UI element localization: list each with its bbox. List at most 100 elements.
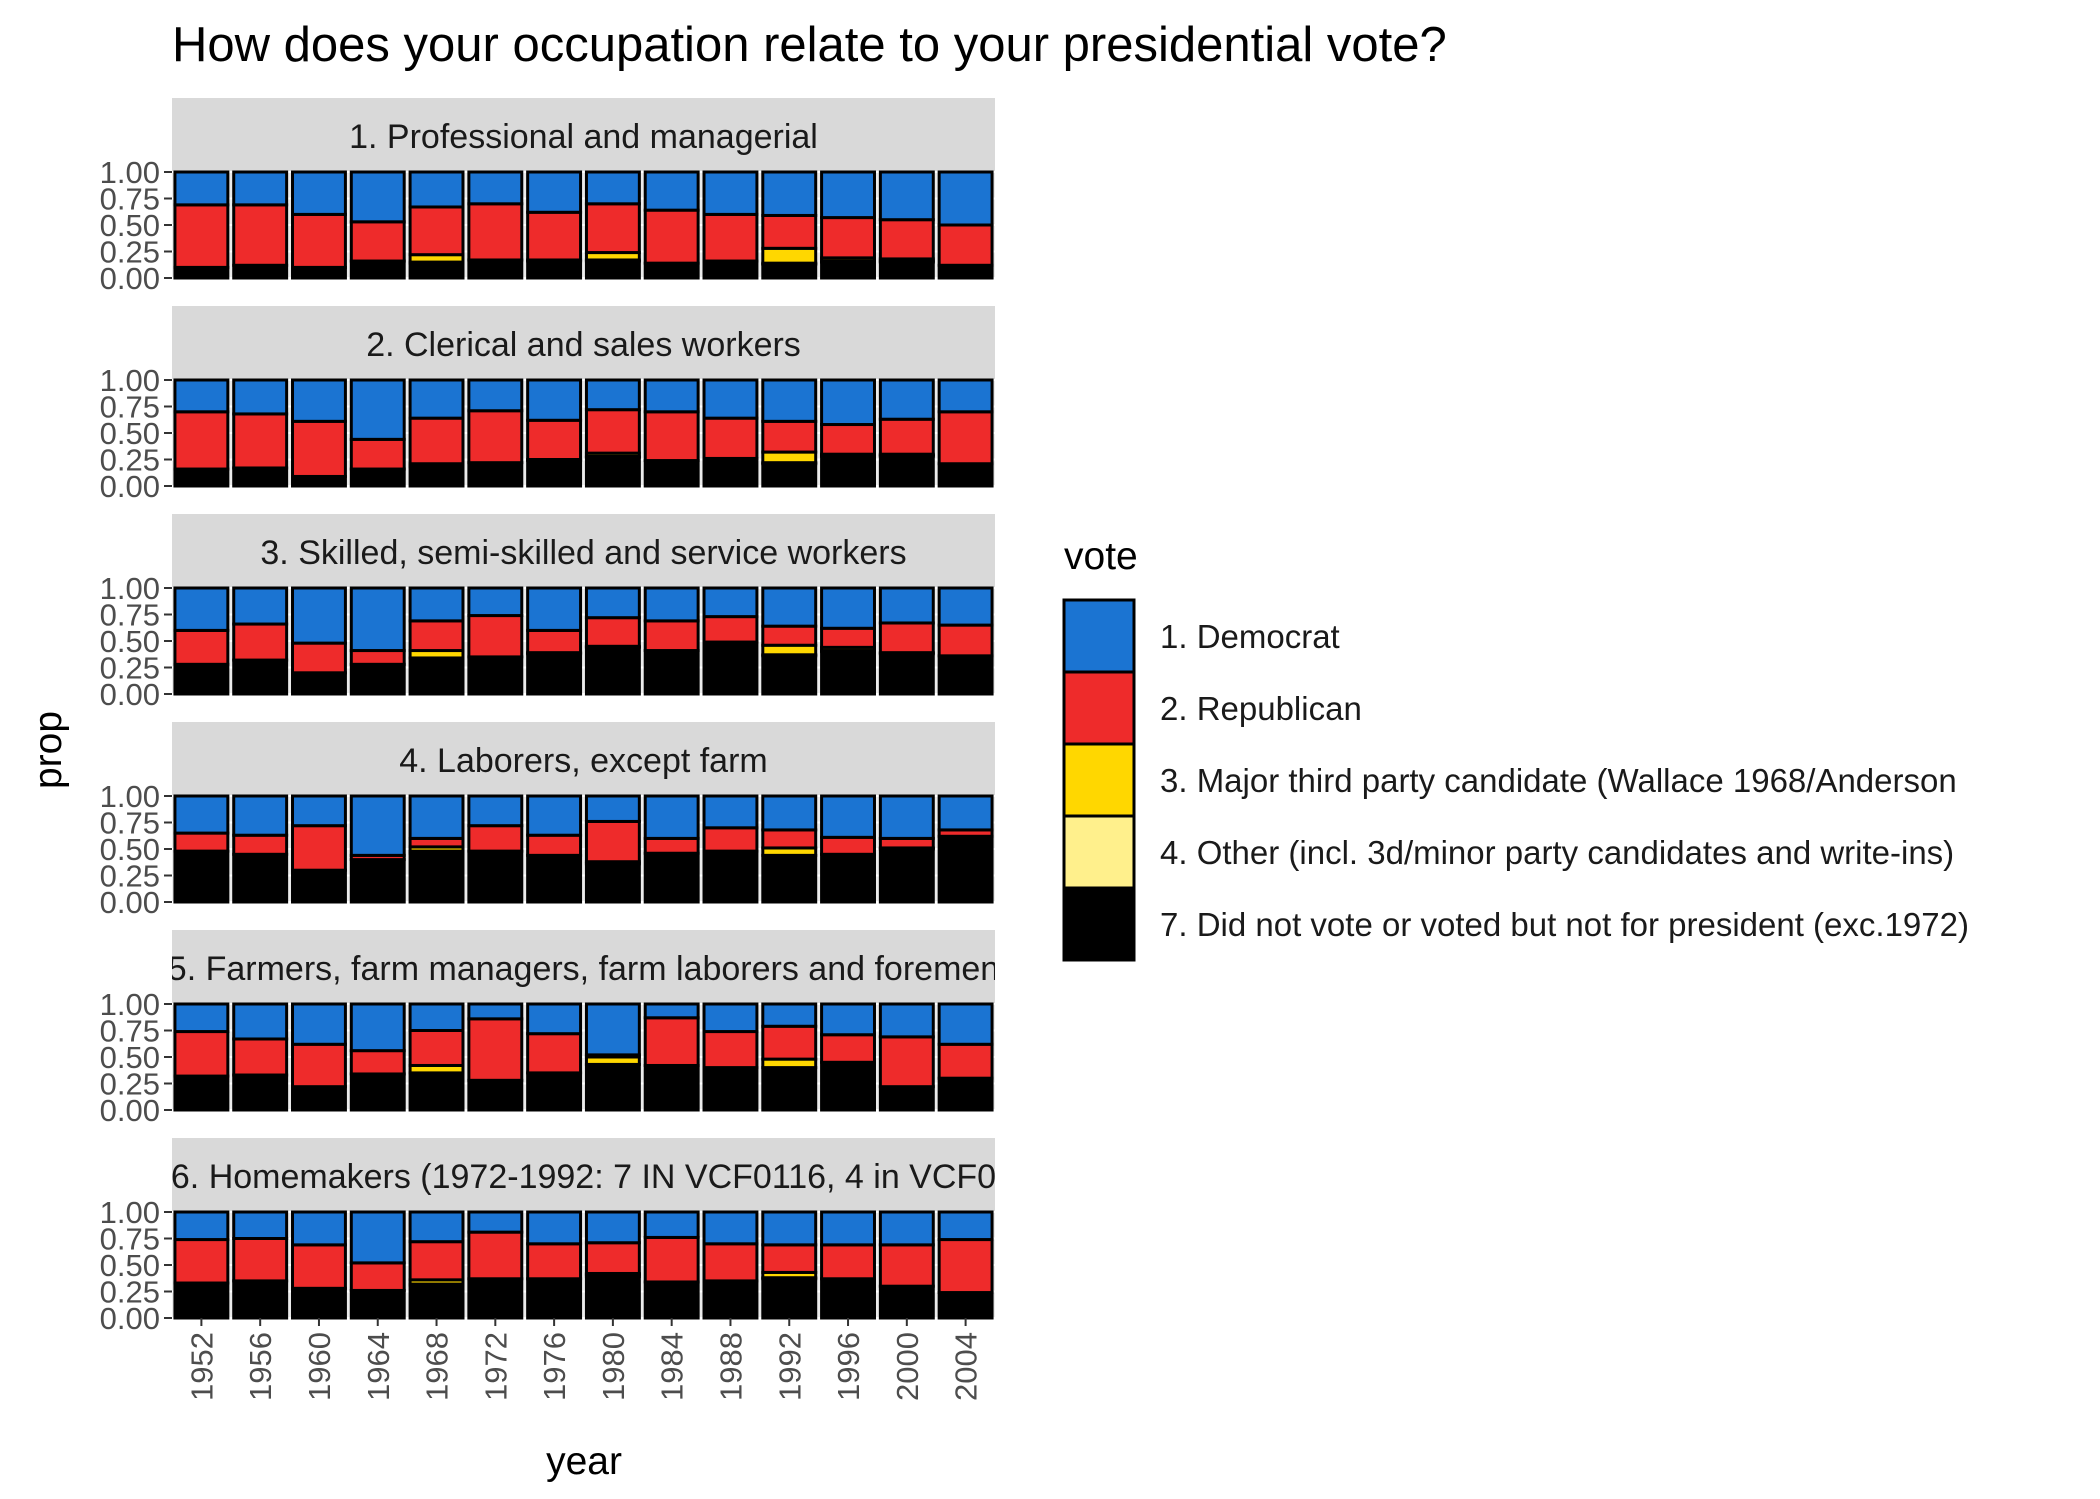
bar-segment <box>526 833 583 857</box>
bar-segment <box>173 378 230 414</box>
bar-segment <box>232 1237 289 1283</box>
y-tick-label: 0.25 <box>100 1067 160 1102</box>
bar-segment <box>173 1002 230 1034</box>
bar-segment <box>878 1085 935 1112</box>
legend: vote 1. Democrat 2. Republican 3. Major th… <box>1062 535 1969 962</box>
bar-segment <box>584 1275 641 1320</box>
bar-segment <box>467 258 524 280</box>
bar-segment <box>702 586 759 619</box>
bar-segment <box>232 1002 289 1041</box>
bar-segment <box>702 1210 759 1246</box>
y-tick-label: 1.00 <box>100 155 160 190</box>
x-tick-label: 1988 <box>713 1332 748 1401</box>
bar-segment <box>467 378 524 413</box>
bar-segment <box>349 170 406 224</box>
bar-segment <box>584 259 641 280</box>
bar-segment <box>467 1230 524 1281</box>
bar-segment <box>291 641 347 675</box>
bar-segment <box>291 1085 347 1112</box>
bar-segment <box>467 461 524 488</box>
bar-segment <box>526 1277 583 1320</box>
bar-segment <box>761 828 818 850</box>
bar-segment <box>878 218 935 261</box>
bar-segment <box>878 417 935 456</box>
bar-segment <box>291 868 347 904</box>
bar-segment <box>878 260 935 280</box>
facet-strip-label: 1. Professional and managerial <box>349 118 818 156</box>
bar-segment <box>526 652 583 696</box>
y-tick-label: 0.50 <box>100 208 160 243</box>
y-tick-label: 0.00 <box>100 677 160 712</box>
bar-segment <box>937 1076 994 1112</box>
bar-segment <box>173 410 230 471</box>
legend-key <box>1062 598 1136 674</box>
bar-segment <box>526 418 583 461</box>
bar-segment <box>820 835 876 856</box>
bar-segment <box>232 833 289 856</box>
bar-segment <box>584 378 641 412</box>
bar-segment <box>232 466 289 488</box>
bar-segment <box>467 1277 524 1320</box>
y-tick-label: 1.00 <box>100 1195 160 1230</box>
bar-segment <box>349 1261 406 1292</box>
bar-segment <box>349 1002 406 1053</box>
bar-segment <box>937 170 994 227</box>
bar-segment <box>408 1071 465 1112</box>
bar-segment <box>526 1002 583 1036</box>
y-tick-label: 1.00 <box>100 779 160 814</box>
legend-label: 3. Major third party candidate (Wallace … <box>1160 762 1957 799</box>
legend-key <box>1062 670 1136 746</box>
legend-title: vote <box>1064 535 1138 578</box>
bar-segment <box>761 462 818 488</box>
bar-segment <box>937 1002 994 1046</box>
bar-segment <box>761 1243 818 1274</box>
bar-segment <box>232 1279 289 1320</box>
x-tick-label: 1996 <box>831 1332 866 1401</box>
legend-key <box>1062 742 1136 818</box>
bar-segment <box>349 378 406 441</box>
x-axis: 1952 1956 1960 1964 1968 1972 1976 1980 1984 1988… <box>184 1318 984 1401</box>
bar-segment <box>584 455 641 488</box>
bar-segment <box>349 1072 406 1112</box>
bar-segment <box>702 170 759 216</box>
bar-segment <box>408 1002 465 1032</box>
bar-segment <box>173 1238 230 1285</box>
bar-segment <box>878 378 935 421</box>
bar-segment <box>232 852 289 904</box>
bar-segment <box>878 170 935 222</box>
bar-segment <box>937 223 994 267</box>
bar-segment <box>643 208 700 265</box>
bar-segment <box>937 834 994 904</box>
y-tick-label: 0.00 <box>100 469 160 504</box>
bar-segment <box>349 586 406 653</box>
bar-segment <box>878 1284 935 1320</box>
facet-strip-label: 5. Farmers, farm managers, farm laborers… <box>168 950 999 988</box>
bar-segment <box>937 623 994 658</box>
bar-segment <box>349 259 406 280</box>
legend-key <box>1062 886 1136 962</box>
bar-segment <box>467 849 524 904</box>
bar-segment <box>937 462 994 488</box>
bar-segment <box>173 831 230 853</box>
bar-segment <box>820 170 876 220</box>
bar-segment <box>702 1279 759 1320</box>
bar-segment <box>702 794 759 830</box>
bar-segment <box>820 423 876 456</box>
bar-segment <box>820 1277 876 1320</box>
bar-segment <box>173 586 230 632</box>
bar-segment <box>820 1210 876 1247</box>
bar-segment <box>702 849 759 904</box>
y-tick-label: 1.00 <box>100 987 160 1022</box>
bar-segment <box>702 1242 759 1283</box>
bar-segment <box>232 412 289 470</box>
bar-segment <box>408 1029 465 1067</box>
bar-segment <box>291 1042 347 1089</box>
bar-segment <box>526 1071 583 1112</box>
bar-segment <box>937 1042 994 1080</box>
bar-segment <box>761 1066 818 1112</box>
bar-segment <box>584 586 641 620</box>
bar-segment <box>232 378 289 416</box>
bar-segment <box>820 626 876 649</box>
bar-segment <box>761 450 818 465</box>
